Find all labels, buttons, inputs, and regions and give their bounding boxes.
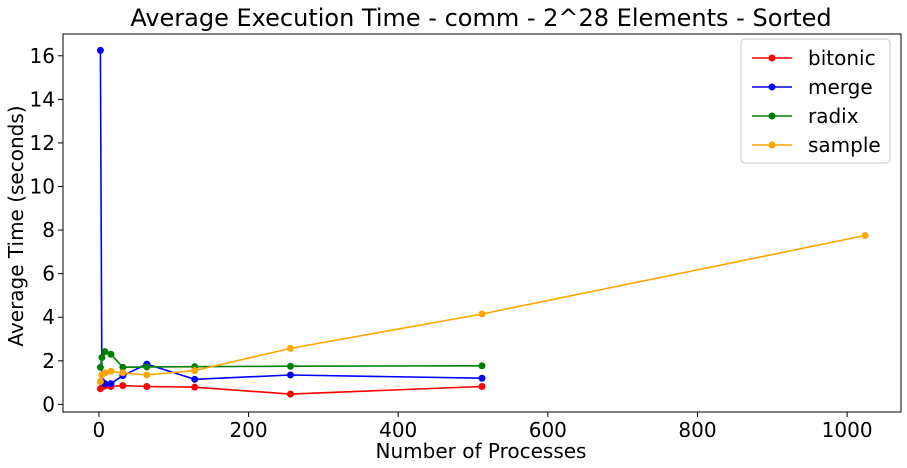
data-point-sample <box>191 367 199 375</box>
data-point-radix <box>101 348 109 356</box>
data-point-bitonic <box>143 383 151 391</box>
data-point-sample <box>286 344 294 352</box>
plot-area-frame <box>62 33 902 413</box>
legend-box <box>740 38 891 164</box>
series-merge <box>96 46 486 388</box>
y-tick-label: 2 <box>42 349 55 373</box>
series-sample <box>96 232 869 385</box>
x-tick-label: 800 <box>678 418 716 442</box>
legend-item-sample: sample <box>752 133 881 157</box>
data-point-sample <box>96 377 104 385</box>
x-axis-label: Number of Processes <box>376 439 587 463</box>
data-point-radix <box>478 362 486 370</box>
series-layer <box>96 46 869 398</box>
data-point-sample <box>143 371 151 379</box>
series-bitonic <box>96 382 486 398</box>
x-tick-label: 1000 <box>822 418 873 442</box>
data-point-merge <box>286 371 294 379</box>
data-point-bitonic <box>119 382 127 390</box>
y-tick-label: 16 <box>30 44 55 68</box>
y-axis-label: Average Time (seconds) <box>4 105 28 346</box>
y-tick-label: 10 <box>30 175 55 199</box>
series-line-merge <box>99 50 483 385</box>
data-point-sample <box>119 369 127 377</box>
y-tick-label: 4 <box>42 305 55 329</box>
series-radix <box>96 348 486 371</box>
data-point-bitonic <box>478 383 486 391</box>
legend-item-bitonic: bitonic <box>752 46 876 70</box>
legend-swatch-marker <box>768 112 776 120</box>
data-point-merge <box>107 380 115 388</box>
legend-item-merge: merge <box>752 75 873 99</box>
chart-title: Average Execution Time - comm - 2^28 Ele… <box>130 4 831 32</box>
legend-swatch-marker <box>768 54 776 62</box>
x-tick-label: 600 <box>529 418 567 442</box>
x-tick-label: 200 <box>229 418 267 442</box>
x-tick-label: 0 <box>93 418 106 442</box>
data-point-sample <box>107 367 115 375</box>
data-point-bitonic <box>286 390 294 398</box>
data-point-bitonic <box>191 383 199 391</box>
y-tick-label: 6 <box>42 262 55 286</box>
x-tick-label: 400 <box>379 418 417 442</box>
data-point-radix <box>143 363 151 371</box>
y-tick-label: 8 <box>42 218 55 242</box>
data-point-merge <box>478 374 486 382</box>
x-axis-ticks: 0 200 400 600 800 1000 <box>93 412 873 442</box>
y-tick-label: 12 <box>30 131 55 155</box>
data-point-sample <box>478 310 486 318</box>
data-point-merge <box>191 375 199 383</box>
data-point-radix <box>96 363 104 371</box>
data-point-merge <box>96 46 104 54</box>
legend-label: bitonic <box>808 46 876 70</box>
y-tick-label: 14 <box>30 87 55 111</box>
data-point-sample <box>861 232 869 240</box>
legend-swatch-marker <box>768 141 776 149</box>
data-point-radix <box>119 363 127 371</box>
series-line-sample <box>99 234 866 382</box>
legend-swatch-marker <box>768 83 776 91</box>
legend-item-radix: radix <box>752 104 859 128</box>
data-point-radix <box>98 354 106 362</box>
data-point-radix <box>107 350 115 358</box>
legend-label: radix <box>808 104 859 128</box>
y-axis-ticks: 0 2 4 6 8 10 12 14 16 <box>30 44 63 416</box>
data-point-sample <box>101 369 109 377</box>
legend-label: sample <box>808 133 881 157</box>
y-tick-label: 0 <box>42 392 55 416</box>
data-point-radix <box>286 362 294 370</box>
legend: bitonic merge radix sample <box>740 38 891 164</box>
legend-label: merge <box>808 75 873 99</box>
